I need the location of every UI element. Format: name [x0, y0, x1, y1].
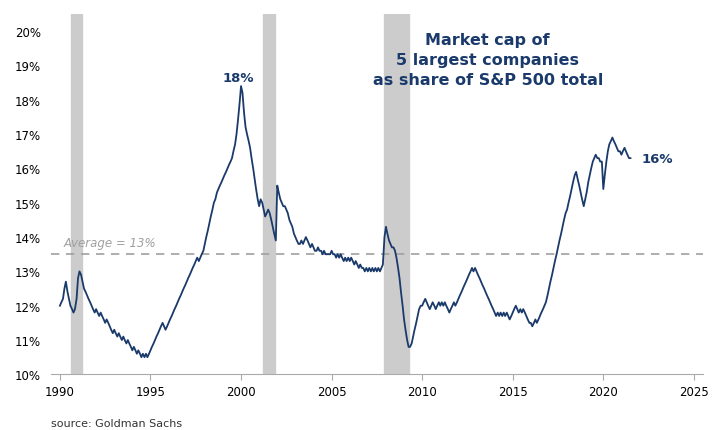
- Text: source: Goldman Sachs: source: Goldman Sachs: [51, 418, 182, 428]
- Text: 18%: 18%: [223, 72, 254, 85]
- Text: Market cap of
5 largest companies
as share of S&P 500 total: Market cap of 5 largest companies as sha…: [373, 33, 603, 87]
- Text: 16%: 16%: [642, 152, 673, 165]
- Text: Average = 13%: Average = 13%: [64, 237, 156, 249]
- Bar: [384, 15, 410, 375]
- Bar: [71, 15, 82, 375]
- Bar: [262, 15, 275, 375]
